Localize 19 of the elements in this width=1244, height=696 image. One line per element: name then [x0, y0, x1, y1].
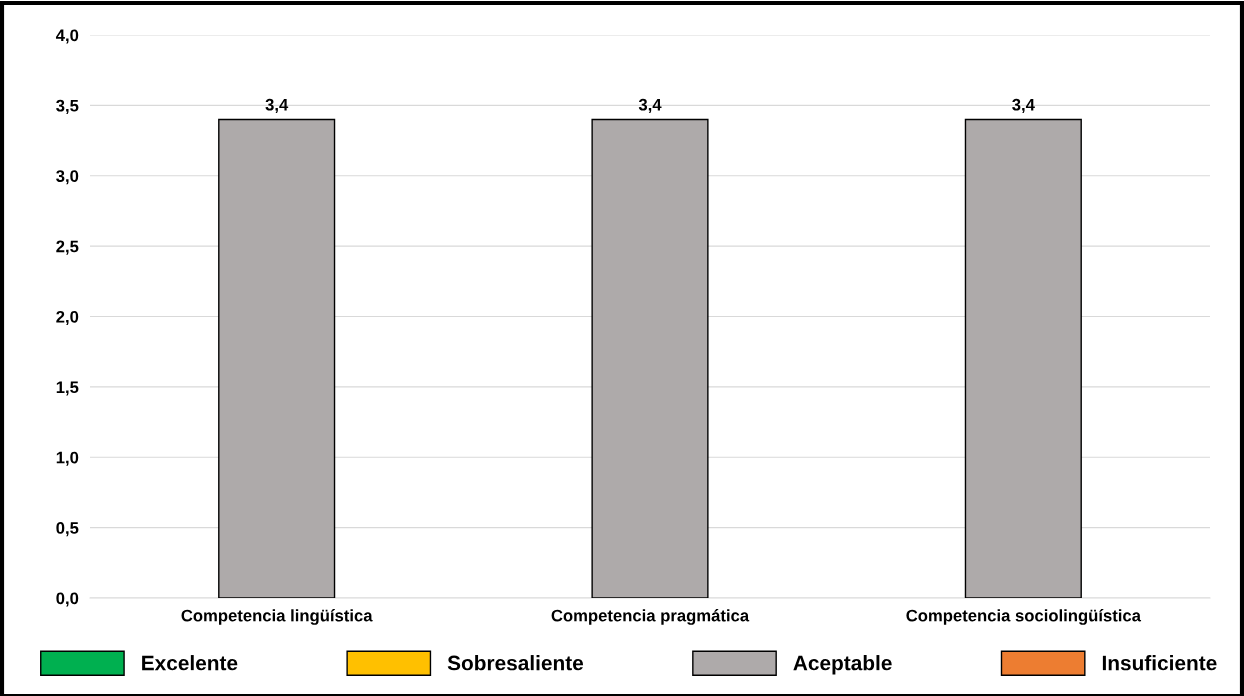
y-tick-label: 0,5 [56, 522, 79, 537]
y-tick-label: 2,5 [56, 240, 79, 255]
data-label: 3,4 [265, 98, 289, 114]
legend-label: Excelente [142, 655, 238, 671]
legend-label: Insuficiente [1102, 655, 1217, 671]
y-tick-label: 3,5 [56, 99, 79, 114]
y-tick-label: 4,0 [55, 29, 79, 44]
data-label: 3,4 [1012, 98, 1035, 114]
x-tick-label: Competencia lingüística [181, 609, 373, 625]
y-tick-label: 1,5 [56, 381, 79, 396]
y-tick-label: 2,0 [56, 310, 79, 326]
y-tick-label: 1,0 [56, 451, 79, 466]
legend-label: Aceptable [793, 655, 892, 675]
x-tick-label: Competencia sociolingüística [906, 609, 1142, 625]
data-label: 3,4 [638, 98, 662, 114]
y-tick-label: 0,0 [56, 592, 79, 607]
y-tick-label: 3,0 [56, 170, 79, 185]
legend-label: Sobresaliente [447, 655, 584, 671]
x-tick-label: Competencia pragmática [551, 609, 750, 625]
